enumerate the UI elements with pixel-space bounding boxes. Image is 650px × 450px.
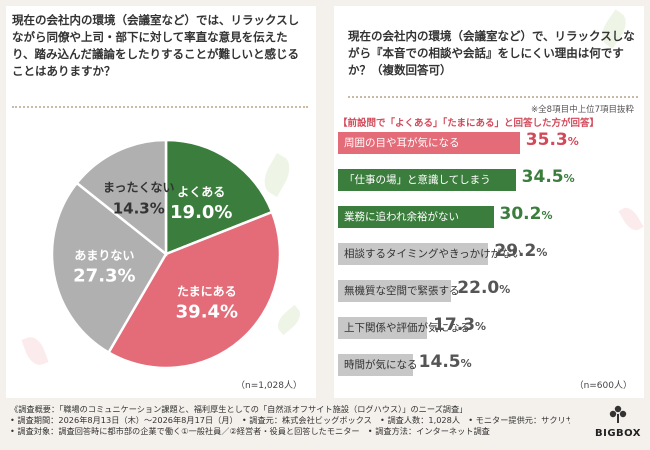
bar <box>338 206 494 228</box>
bar-value-unit: % <box>563 172 575 185</box>
question-1: 現在の会社内の環境（会議室など）では、リラックスしながら同僚や上司・部下に対して… <box>12 13 300 78</box>
pie-value-label: 39.4% <box>176 302 238 323</box>
bar-value-unit: % <box>541 209 553 222</box>
bar-value-unit: % <box>567 135 579 148</box>
bar-value-label: 35.3% <box>525 130 579 150</box>
pie-label: あまりない <box>74 249 134 263</box>
bar-category-label: 業務に追われ余裕がない <box>344 211 459 223</box>
bar-value-label: 29.2% <box>494 241 548 261</box>
survey-footer: 《調査概要：「職場のコミュニケーション課題と、福利厚生としての「自然派オフサイト… <box>10 404 570 437</box>
logo-text: BIGBOX <box>594 428 642 439</box>
subheading: 【前設問で「よくある」「たまにある」と回答した方が回答】 <box>338 118 599 129</box>
bar-category-label: 無機質な空間で緊張する <box>344 285 460 297</box>
bar-row: 相談するタイミングやきっかけがない 29.2% <box>338 241 638 265</box>
pie-chart: よくある 19.0% たまにある 39.4% あまりない 27.3% まったくない 14.3% <box>50 138 282 370</box>
pie-slice <box>106 210 282 370</box>
bar <box>338 132 520 154</box>
pie-slice <box>75 138 168 257</box>
logo-icon <box>609 405 627 423</box>
bar-category-label: 周囲の目や耳が気になる <box>344 137 460 149</box>
bar-category-label: 時間が気になる <box>344 359 418 371</box>
pie-label: よくある <box>177 185 225 199</box>
right-panel: 現在の会社内の環境（会議室など）で、リラックスしながら『本音での相談や会話』をし… <box>334 6 644 398</box>
bigbox-logo: BIGBOX <box>592 404 644 444</box>
footer-line: 《調査概要：「職場のコミュニケーション課題と、福利厚生としての「自然派オフサイト… <box>10 404 468 414</box>
bar-row: 上下関係や評価が気になる 17.3% <box>338 315 638 339</box>
bar-category-label: 「仕事の場」と意識してしまう <box>344 174 491 186</box>
bar <box>338 354 413 376</box>
pie-value-label: 19.0% <box>170 202 232 223</box>
bar <box>338 243 489 265</box>
pie-value-label: 14.3% <box>113 200 165 218</box>
bar-value-label: 30.2% <box>499 204 553 224</box>
bar-category-label: 上下関係や評価が気になる <box>344 322 470 334</box>
pie-label: たまにある <box>177 285 237 299</box>
bar-row: 時間が気になる 14.5% <box>338 352 638 376</box>
bar <box>338 317 428 339</box>
n-label-right: （n=600人） <box>574 381 632 391</box>
bar-row: 周囲の目や耳が気になる 35.3% <box>338 130 638 154</box>
footer-line: • 調査期間：2026年8月13日（木）～2026年8月17日（月） • 調査元… <box>10 415 570 425</box>
bar-category-label: 相談するタイミングやきっかけがない <box>344 248 523 260</box>
pie-slice <box>164 138 274 256</box>
note: ※全8項目中上位7項目抜粋 <box>531 105 634 115</box>
bar-value-label: 14.5% <box>418 352 472 372</box>
bar-value-label: 34.5% <box>521 167 575 187</box>
bar-value-unit: % <box>499 283 511 296</box>
bar-row: 「仕事の場」と意識してしまう 34.5% <box>338 167 638 191</box>
bar-value-unit: % <box>475 320 487 333</box>
bar-value-label: 22.0% <box>457 278 511 298</box>
pie-label: まったくない <box>103 181 175 195</box>
pie-slice <box>50 181 168 355</box>
bar <box>338 169 516 191</box>
left-panel: 現在の会社内の環境（会議室など）では、リラックスしながら同僚や上司・部下に対して… <box>6 6 316 398</box>
question-2: 現在の会社内の環境（会議室など）で、リラックスしながら『本音での相談や会話』をし… <box>348 29 635 77</box>
footer-line: • 調査対象：調査回答時に都市部の企業で働く①一般社員／②経営者・役員と回答した… <box>10 426 490 436</box>
bar-row: 無機質な空間で緊張する 22.0% <box>338 278 638 302</box>
dotted-divider <box>348 96 638 98</box>
bar-chart: 周囲の目や耳が気になる 35.3% 「仕事の場」と意識してしまう 34.5% 業務に追わ… <box>334 6 644 398</box>
dotted-divider <box>12 106 308 108</box>
bar-value-label: 17.3% <box>433 315 487 335</box>
pie-value-label: 27.3% <box>73 266 135 287</box>
n-label-left: （n=1,028人） <box>235 381 302 391</box>
bar-value-unit: % <box>536 246 548 259</box>
bar-row: 業務に追われ余裕がない 30.2% <box>338 204 638 228</box>
bar-value-unit: % <box>460 357 472 370</box>
bar <box>338 280 452 302</box>
